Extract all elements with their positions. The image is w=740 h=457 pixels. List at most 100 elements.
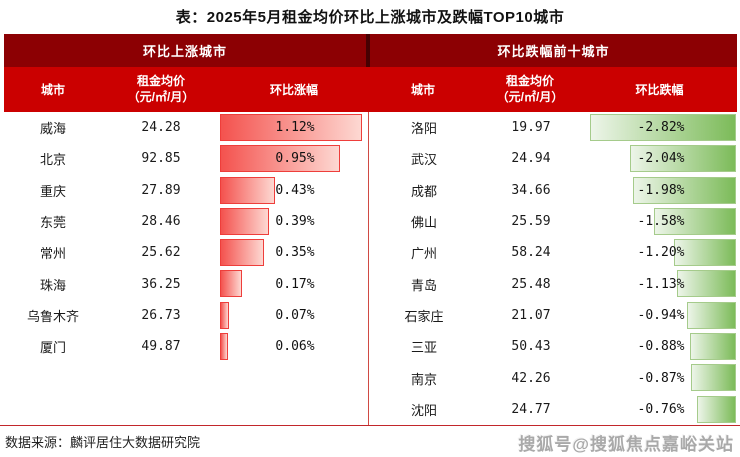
fall-col-price-line1: 租金均价 [505, 73, 554, 88]
panel-title-band: 环比上涨城市 环比跌幅前十城市 [4, 34, 737, 67]
bar-zone: -0.88% [583, 331, 737, 362]
price-cell: 58.24 [511, 245, 551, 261]
city-cell: 武汉 [410, 152, 437, 168]
change-label: -0.94% [637, 307, 685, 323]
price-cell: 36.25 [141, 276, 181, 292]
source-note: 数据来源：麟评居住大数据研究院 [5, 435, 201, 450]
rise-bar [220, 145, 340, 173]
rise-col-city: 城市 [40, 83, 65, 97]
city-cell: 石家庄 [404, 308, 444, 324]
price-cell: 34.66 [511, 182, 551, 198]
change-label: -1.98% [637, 182, 685, 198]
price-cell: 25.48 [511, 276, 551, 292]
fall-bar [674, 239, 736, 267]
bar-zone: -0.76% [583, 394, 737, 425]
data-area: 威海 24.28 1.12% 北京 92.85 0.95% 重庆 27.89 0.43% 东莞 28… [4, 112, 737, 425]
price-cell: 24.94 [511, 151, 551, 167]
city-cell: 南京 [410, 371, 437, 387]
price-cell: 24.77 [511, 401, 551, 417]
rise-bar [220, 176, 275, 204]
fall-column-headers: 城市 租金均价 （元/㎡/月） 环比跌幅 [368, 67, 737, 112]
change-label: 0.35% [275, 245, 315, 261]
fall-bar [633, 176, 736, 204]
table-row: 沈阳 24.77 -0.76% [369, 394, 737, 425]
city-cell: 厦门 [39, 340, 66, 356]
fall-bar [697, 395, 736, 423]
fall-panel-title: 环比跌幅前十城市 [370, 34, 737, 67]
rise-bar [220, 270, 242, 298]
city-cell: 威海 [39, 121, 66, 137]
fall-bar [691, 364, 736, 392]
price-cell: 42.26 [511, 370, 551, 386]
change-label: 1.12% [275, 120, 315, 136]
change-label: -2.82% [637, 120, 685, 136]
rise-col-price-line1: 租金均价 [136, 73, 185, 88]
bottom-rule [0, 425, 740, 426]
table-row: 三亚 50.43 -0.88% [369, 331, 737, 362]
panel-title-divider [366, 34, 370, 67]
bar-zone: -1.98% [583, 175, 737, 206]
table-row: 重庆 27.89 0.43% [4, 175, 368, 206]
city-cell: 广州 [410, 246, 437, 262]
table-row: 洛阳 19.97 -2.82% [369, 112, 737, 143]
fall-bar [630, 145, 736, 173]
rise-col-price-line2: （元/㎡/月） [127, 89, 195, 104]
bar-zone: -0.87% [583, 362, 737, 393]
change-label: 0.39% [275, 214, 315, 230]
table-row: 青岛 25.48 -1.13% [369, 268, 737, 299]
change-label: -0.88% [637, 339, 685, 355]
bar-zone: -1.20% [583, 237, 737, 268]
city-cell: 乌鲁木齐 [26, 308, 79, 324]
table-row: 威海 24.28 1.12% [4, 112, 368, 143]
rise-col-change: 环比涨幅 [269, 83, 318, 97]
price-cell: 26.73 [141, 307, 181, 323]
fall-bar [590, 114, 736, 141]
change-label: 0.17% [275, 276, 315, 292]
bar-zone: 0.07% [220, 300, 368, 331]
column-header-band: 城市 租金均价 （元/㎡/月） 环比涨幅 城市 租金均价 （元/㎡/月） 环比跌… [4, 67, 737, 112]
city-cell: 常州 [39, 246, 66, 262]
price-cell: 19.97 [511, 120, 551, 136]
rise-rows: 威海 24.28 1.12% 北京 92.85 0.95% 重庆 27.89 0.43% 东莞 28… [4, 112, 368, 425]
rise-bar [220, 114, 362, 141]
table-row: 南京 42.26 -0.87% [369, 362, 737, 393]
change-label: 0.43% [275, 182, 315, 198]
rise-col-price: 租金均价 （元/㎡/月） [102, 74, 220, 105]
rise-bar [220, 207, 269, 235]
bar-zone: 0.17% [220, 268, 368, 299]
rise-bar [220, 301, 229, 329]
bar-zone: -2.82% [583, 112, 737, 143]
rise-column-headers: 城市 租金均价 （元/㎡/月） 环比涨幅 [4, 67, 368, 112]
fall-col-price: 租金均价 （元/㎡/月） [478, 74, 582, 105]
table-row: 乌鲁木齐 26.73 0.07% [4, 300, 368, 331]
city-cell: 北京 [39, 152, 66, 168]
change-label: 0.07% [275, 307, 315, 323]
price-cell: 25.62 [141, 245, 181, 261]
bar-zone: 0.35% [220, 237, 368, 268]
bar-zone: 0.43% [220, 175, 368, 206]
table-row: 厦门 49.87 0.06% [4, 331, 368, 362]
city-cell: 佛山 [410, 215, 437, 231]
price-cell: 27.89 [141, 182, 181, 198]
price-cell: 21.07 [511, 307, 551, 323]
city-cell: 洛阳 [410, 121, 437, 137]
rise-panel-title: 环比上涨城市 [4, 34, 366, 67]
price-cell: 92.85 [141, 151, 181, 167]
price-cell: 28.46 [141, 214, 181, 230]
fall-col-city: 城市 [410, 83, 435, 97]
price-cell: 25.59 [511, 214, 551, 230]
price-cell: 50.43 [511, 339, 551, 355]
rise-bar [220, 333, 228, 361]
price-cell: 24.28 [141, 120, 181, 136]
change-label: -0.87% [637, 370, 685, 386]
watermark: 搜狐号@搜狐焦点嘉峪关站 [518, 435, 734, 454]
table-row: 北京 92.85 0.95% [4, 143, 368, 174]
city-cell: 重庆 [39, 183, 66, 199]
bar-zone: -0.94% [583, 300, 737, 331]
price-cell: 49.87 [141, 339, 181, 355]
fall-bar [654, 207, 736, 235]
table-row: 佛山 25.59 -1.58% [369, 206, 737, 237]
fall-bar [677, 270, 736, 298]
page-title: 表：2025年5月租金均价环比上涨城市及跌幅TOP10城市 [175, 9, 565, 26]
table-row: 东莞 28.46 0.39% [4, 206, 368, 237]
